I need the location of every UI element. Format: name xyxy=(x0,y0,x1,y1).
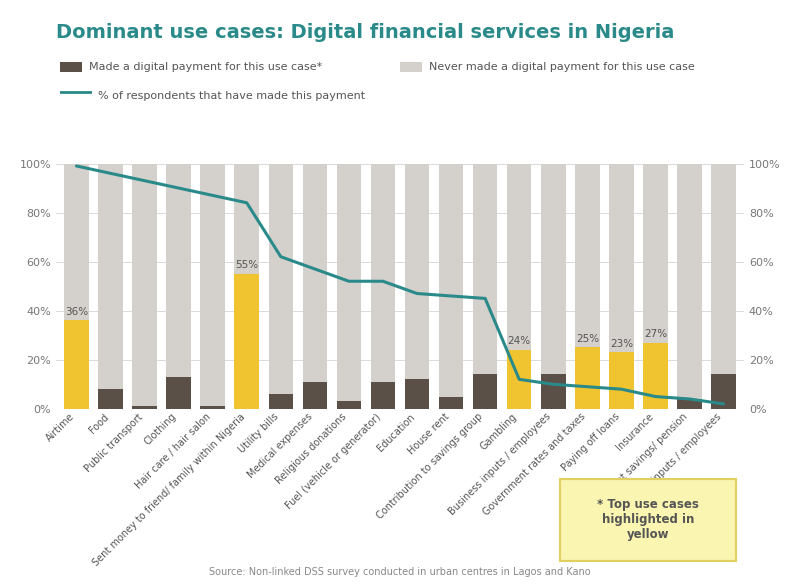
Bar xyxy=(609,164,634,352)
Bar xyxy=(575,347,599,409)
Bar xyxy=(405,380,430,409)
Bar xyxy=(64,321,89,409)
Bar xyxy=(234,164,259,274)
Bar xyxy=(678,164,702,399)
Bar xyxy=(507,164,531,350)
Bar xyxy=(575,164,599,347)
Bar xyxy=(166,377,191,409)
Bar xyxy=(166,164,191,377)
Bar xyxy=(302,382,327,409)
Bar xyxy=(439,397,463,409)
Bar xyxy=(370,164,395,382)
Text: * Top use cases
highlighted in
yellow: * Top use cases highlighted in yellow xyxy=(597,498,699,541)
Bar xyxy=(541,164,566,374)
Text: 55%: 55% xyxy=(235,260,258,270)
Bar xyxy=(507,350,531,409)
Bar xyxy=(269,164,293,394)
Bar xyxy=(337,401,361,409)
Text: 23%: 23% xyxy=(610,339,633,349)
Bar xyxy=(64,164,89,321)
Text: 25%: 25% xyxy=(576,334,599,344)
Bar xyxy=(370,382,395,409)
Bar xyxy=(473,164,498,374)
Bar xyxy=(98,164,122,389)
Text: Source: Non-linked DSS survey conducted in urban centres in Lagos and Kano: Source: Non-linked DSS survey conducted … xyxy=(209,567,591,577)
Bar xyxy=(269,394,293,409)
Bar xyxy=(609,352,634,409)
Bar xyxy=(201,406,225,409)
Text: 27%: 27% xyxy=(644,329,667,339)
Bar xyxy=(439,164,463,397)
Bar xyxy=(132,164,157,406)
Bar xyxy=(643,164,668,343)
Text: 36%: 36% xyxy=(65,307,88,317)
Text: Dominant use cases: Digital financial services in Nigeria: Dominant use cases: Digital financial se… xyxy=(56,23,674,43)
Text: % of respondents that have made this payment: % of respondents that have made this pay… xyxy=(98,91,366,102)
Bar xyxy=(643,343,668,409)
Bar xyxy=(473,374,498,409)
Bar xyxy=(541,374,566,409)
Bar xyxy=(234,274,259,409)
Bar xyxy=(337,164,361,401)
Bar xyxy=(302,164,327,382)
Bar xyxy=(132,406,157,409)
Bar xyxy=(711,164,736,374)
Text: 24%: 24% xyxy=(508,336,530,346)
Text: Never made a digital payment for this use case: Never made a digital payment for this us… xyxy=(429,62,694,72)
Bar xyxy=(98,389,122,409)
Bar xyxy=(678,399,702,409)
Text: Made a digital payment for this use case*: Made a digital payment for this use case… xyxy=(89,62,322,72)
Bar xyxy=(405,164,430,380)
Bar xyxy=(201,164,225,406)
Bar xyxy=(711,374,736,409)
